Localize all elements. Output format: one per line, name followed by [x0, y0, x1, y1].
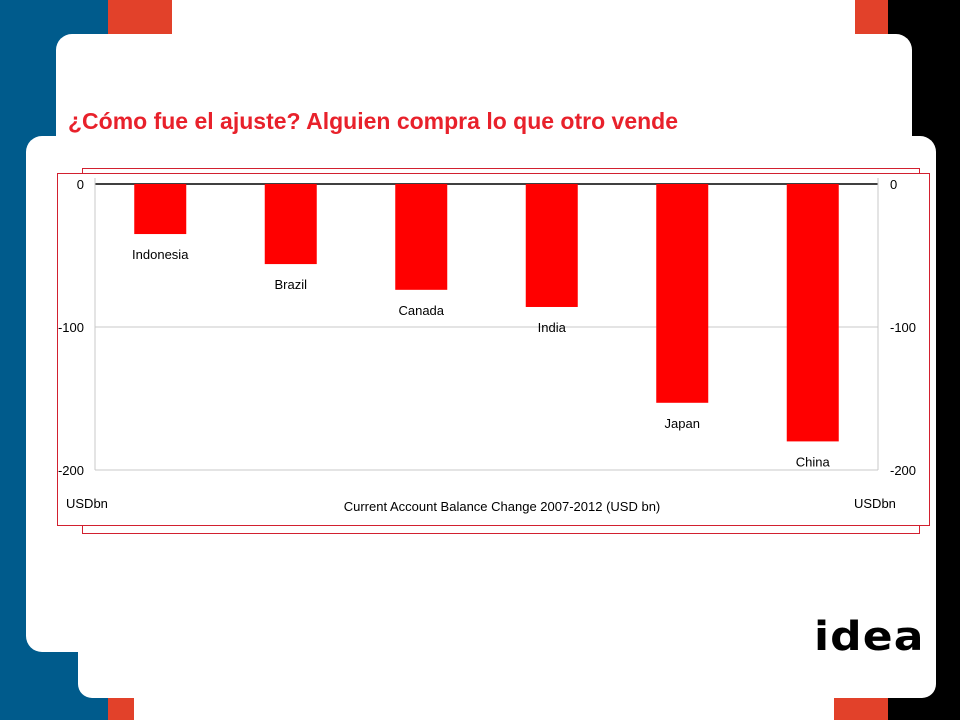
- bar-brazil: [264, 184, 317, 265]
- bar-canada: [395, 184, 448, 290]
- red-tab-top-left: [108, 0, 172, 36]
- y-axis-unit-right: USDbn: [854, 496, 896, 511]
- category-label-indonesia: Indonesia: [132, 247, 189, 262]
- category-label-india: India: [538, 320, 567, 335]
- red-tab-bottom-left: [108, 698, 134, 720]
- y-tick-label-right: -200: [890, 463, 916, 478]
- bar-indonesia: [134, 184, 187, 235]
- slide-card-footer: [78, 560, 936, 698]
- slide-title: ¿Cómo fue el ajuste? Alguien compra lo q…: [68, 108, 678, 134]
- y-tick-label-right: 0: [890, 177, 897, 192]
- category-label-japan: Japan: [665, 416, 700, 431]
- category-label-brazil: Brazil: [274, 277, 307, 292]
- idea-logo: idea: [814, 614, 925, 660]
- y-tick-label-left: 0: [77, 177, 84, 192]
- category-label-canada: Canada: [398, 303, 444, 318]
- y-tick-label-left: -100: [58, 320, 84, 335]
- y-tick-label-left: -200: [58, 463, 84, 478]
- y-axis-unit-left: USDbn: [66, 496, 108, 511]
- bar-china: [786, 184, 839, 442]
- bar-india: [525, 184, 578, 307]
- red-tab-top-right: [855, 0, 888, 34]
- y-tick-label-right: -100: [890, 320, 916, 335]
- chart-title: Current Account Balance Change 2007-2012…: [344, 499, 661, 514]
- category-label-china: China: [796, 454, 831, 469]
- chart-frame: [57, 173, 930, 526]
- bar-japan: [656, 184, 709, 403]
